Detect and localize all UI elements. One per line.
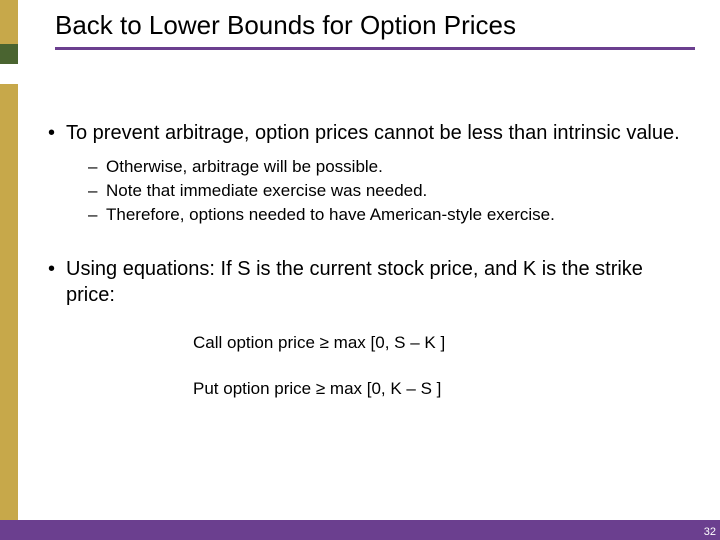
slide-title: Back to Lower Bounds for Option Prices [55,10,700,41]
equation-call: Call option price ≥ max [0, S – K ] [193,332,690,354]
stripe-segment [0,84,18,540]
bottom-bar: 32 [0,520,720,540]
equation-put: Put option price ≥ max [0, K – S ] [193,378,690,400]
sub-bullet-text: Otherwise, arbitrage will be possible. [106,156,383,178]
title-underline [55,47,695,50]
bullet-item: • Using equations: If S is the current s… [48,256,690,308]
bullet-text: To prevent arbitrage, option prices cann… [66,120,680,146]
left-decorative-stripe [0,0,18,540]
sub-bullet-item: – Note that immediate exercise was neede… [88,180,690,202]
stripe-segment [0,64,18,84]
sub-bullet-text: Note that immediate exercise was needed. [106,180,427,202]
sub-bullet-marker: – [88,156,106,178]
sub-bullet-text: Therefore, options needed to have Americ… [106,204,555,226]
slide-body: • To prevent arbitrage, option prices ca… [48,120,690,424]
bullet-marker: • [48,256,66,282]
bullet-item: • To prevent arbitrage, option prices ca… [48,120,690,146]
sub-bullet-list: – Otherwise, arbitrage will be possible.… [88,156,690,226]
sub-bullet-item: – Otherwise, arbitrage will be possible. [88,156,690,178]
slide-title-area: Back to Lower Bounds for Option Prices [55,10,700,50]
stripe-segment [0,0,18,44]
bullet-marker: • [48,120,66,146]
sub-bullet-marker: – [88,180,106,202]
sub-bullet-item: – Therefore, options needed to have Amer… [88,204,690,226]
page-number: 32 [704,526,716,538]
stripe-segment [0,44,18,64]
sub-bullet-marker: – [88,204,106,226]
bullet-text: Using equations: If S is the current sto… [66,256,690,308]
equations-block: Call option price ≥ max [0, S – K ] Put … [193,332,690,400]
